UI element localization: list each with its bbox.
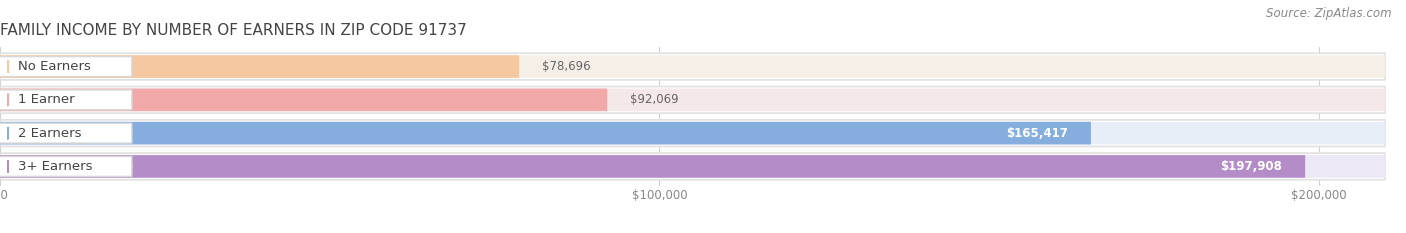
Text: FAMILY INCOME BY NUMBER OF EARNERS IN ZIP CODE 91737: FAMILY INCOME BY NUMBER OF EARNERS IN ZI…	[0, 24, 467, 38]
FancyBboxPatch shape	[0, 155, 1385, 178]
FancyBboxPatch shape	[0, 53, 1385, 80]
FancyBboxPatch shape	[0, 89, 1385, 111]
FancyBboxPatch shape	[0, 90, 132, 110]
FancyBboxPatch shape	[0, 89, 607, 111]
Text: $78,696: $78,696	[543, 60, 591, 73]
FancyBboxPatch shape	[0, 86, 1385, 113]
FancyBboxPatch shape	[0, 122, 1385, 144]
Text: Source: ZipAtlas.com: Source: ZipAtlas.com	[1267, 7, 1392, 20]
FancyBboxPatch shape	[0, 123, 132, 143]
Text: No Earners: No Earners	[18, 60, 91, 73]
FancyBboxPatch shape	[0, 157, 132, 176]
Text: 1 Earner: 1 Earner	[18, 93, 75, 106]
FancyBboxPatch shape	[0, 57, 132, 76]
FancyBboxPatch shape	[0, 122, 1091, 144]
FancyBboxPatch shape	[0, 120, 1385, 147]
Text: $92,069: $92,069	[630, 93, 679, 106]
Text: 3+ Earners: 3+ Earners	[18, 160, 93, 173]
FancyBboxPatch shape	[0, 55, 519, 78]
FancyBboxPatch shape	[0, 153, 1385, 180]
FancyBboxPatch shape	[0, 155, 1305, 178]
FancyBboxPatch shape	[0, 55, 1385, 78]
Text: $165,417: $165,417	[1005, 127, 1067, 140]
Text: 2 Earners: 2 Earners	[18, 127, 82, 140]
Text: $197,908: $197,908	[1220, 160, 1282, 173]
